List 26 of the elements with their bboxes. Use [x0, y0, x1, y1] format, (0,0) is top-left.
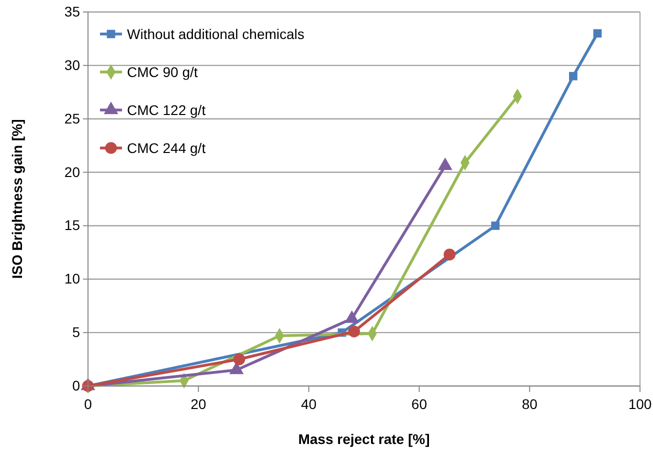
x-tick-label: 40 [301, 396, 317, 412]
y-tick-label: 20 [64, 164, 80, 180]
y-tick-label: 5 [72, 324, 80, 340]
y-tick-label: 25 [64, 110, 80, 126]
legend-label: Without additional chemicals [127, 26, 304, 42]
x-tick-label: 0 [84, 396, 92, 412]
point [444, 248, 456, 260]
point [593, 29, 602, 38]
legend-label: CMC 122 g/t [127, 102, 206, 118]
y-tick-label: 15 [64, 217, 80, 234]
x-tick-label: 60 [411, 396, 428, 412]
y-tick-label: 30 [64, 56, 80, 73]
point [348, 326, 360, 338]
x-tick-label: 20 [190, 396, 206, 412]
x-tick-label: 100 [628, 396, 652, 412]
y-axis-title: ISO Brightness gain [%] [9, 119, 25, 279]
legend-label: CMC 244 g/t [127, 140, 206, 156]
point [569, 72, 578, 80]
x-tick-label: 80 [522, 396, 538, 412]
point [491, 222, 500, 230]
y-tick-label: 10 [64, 270, 80, 287]
y-tick-label: 35 [64, 3, 80, 20]
y-tick-label: 0 [72, 377, 80, 394]
point [233, 353, 246, 366]
x-axis-title: Mass reject rate [%] [298, 431, 430, 447]
legend-label: CMC 90 g/t [127, 64, 198, 80]
